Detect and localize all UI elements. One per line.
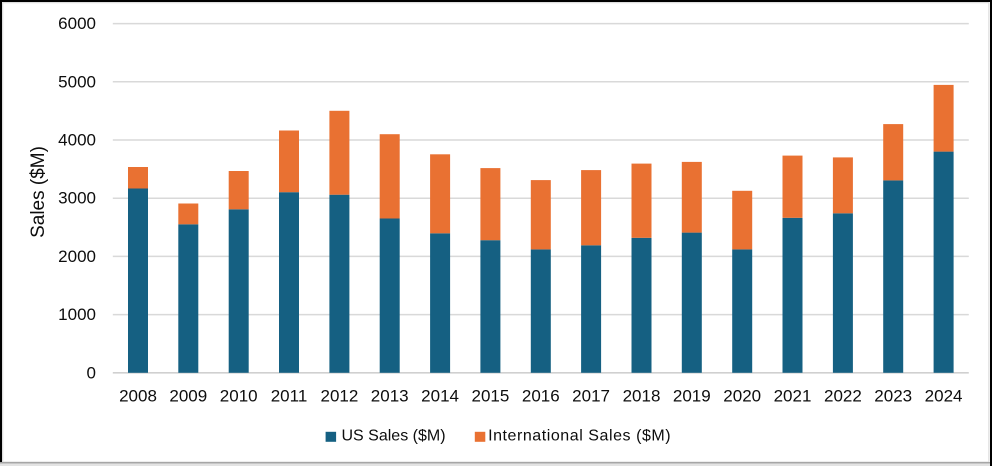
svg-text:2015: 2015 bbox=[471, 387, 509, 406]
svg-text:2020: 2020 bbox=[723, 387, 761, 406]
svg-text:6000: 6000 bbox=[58, 14, 96, 33]
svg-text:4000: 4000 bbox=[58, 131, 96, 150]
svg-text:2016: 2016 bbox=[522, 387, 560, 406]
svg-text:2013: 2013 bbox=[371, 387, 409, 406]
svg-text:2010: 2010 bbox=[220, 387, 258, 406]
svg-text:2009: 2009 bbox=[169, 387, 207, 406]
svg-text:0: 0 bbox=[87, 363, 96, 382]
svg-text:1000: 1000 bbox=[58, 305, 96, 324]
svg-text:2000: 2000 bbox=[58, 247, 96, 266]
svg-text:2008: 2008 bbox=[119, 387, 157, 406]
svg-text:2022: 2022 bbox=[824, 387, 862, 406]
svg-text:2021: 2021 bbox=[774, 387, 812, 406]
svg-text:International Sales ($M): International Sales ($M) bbox=[488, 428, 671, 445]
svg-text:2012: 2012 bbox=[320, 387, 358, 406]
svg-text:2019: 2019 bbox=[673, 387, 711, 406]
svg-text:2024: 2024 bbox=[925, 387, 963, 406]
svg-text:3000: 3000 bbox=[58, 189, 96, 208]
svg-text:2011: 2011 bbox=[271, 387, 308, 406]
svg-text:US Sales ($M): US Sales ($M) bbox=[342, 428, 446, 445]
svg-text:2017: 2017 bbox=[572, 387, 610, 406]
svg-text:2018: 2018 bbox=[623, 387, 661, 406]
svg-text:5000: 5000 bbox=[58, 72, 96, 91]
svg-text:2014: 2014 bbox=[421, 387, 459, 406]
svg-text:2023: 2023 bbox=[874, 387, 912, 406]
svg-text:Sales ($M): Sales ($M) bbox=[28, 146, 49, 238]
